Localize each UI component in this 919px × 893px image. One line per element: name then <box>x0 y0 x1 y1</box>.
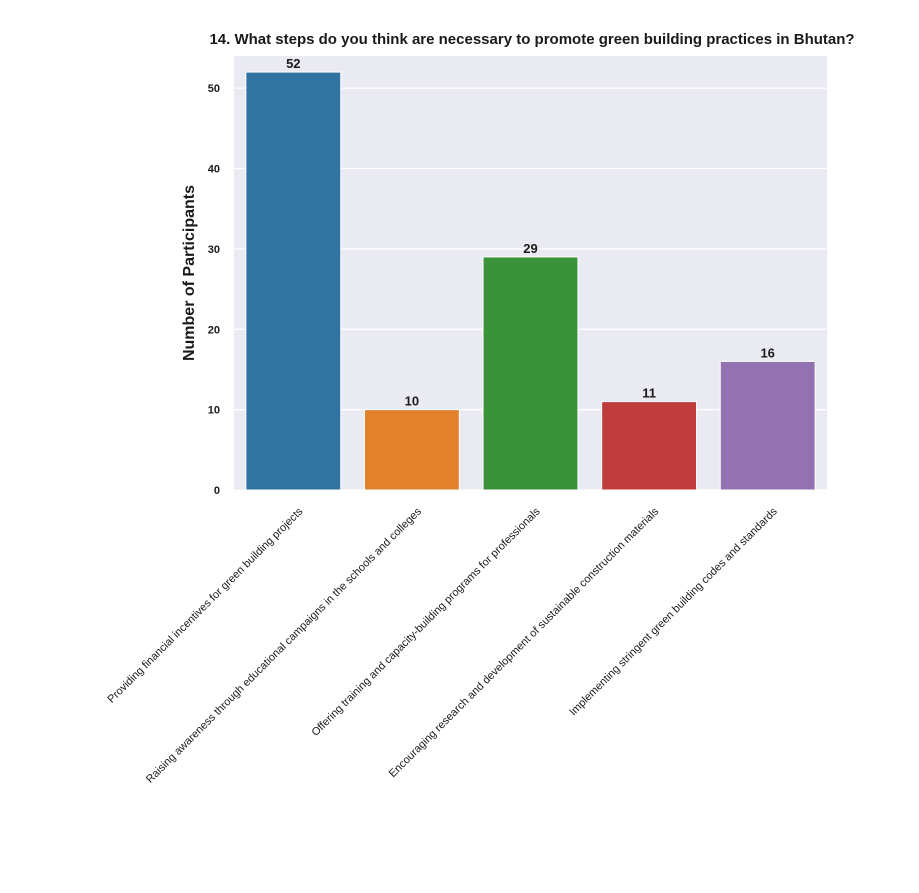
chart-title: 14. What steps do you think are necessar… <box>209 31 854 48</box>
y-tick-label: 0 <box>214 485 220 497</box>
y-tick-label: 20 <box>208 324 220 336</box>
bar <box>601 401 698 491</box>
data-label: 52 <box>286 56 300 71</box>
y-tick-label: 30 <box>208 244 220 256</box>
x-tick-label: Encouraging research and development of … <box>387 505 662 780</box>
bar <box>245 71 342 491</box>
x-axis-ticks: Providing financial incentives for green… <box>105 505 780 785</box>
y-axis-ticks: 0 10 20 30 40 50 <box>208 83 220 497</box>
data-label: 11 <box>642 386 656 401</box>
bar <box>719 360 816 491</box>
bars: 52 10 29 11 16 <box>245 56 816 491</box>
x-tick-label: Raising awareness through educational ca… <box>144 505 424 785</box>
y-tick-label: 50 <box>208 83 220 95</box>
data-label: 10 <box>405 394 419 409</box>
y-tick-label: 40 <box>208 164 220 176</box>
data-label: 29 <box>523 241 537 256</box>
x-tick-label: Providing financial incentives for green… <box>105 505 305 705</box>
y-tick-label: 10 <box>208 405 220 417</box>
bar <box>363 409 460 491</box>
bar <box>482 256 579 491</box>
x-tick-label: Implementing stringent green building co… <box>567 505 780 718</box>
data-label: 16 <box>760 345 774 360</box>
x-tick-label: Offering training and capacity-building … <box>309 505 543 739</box>
y-axis-label: Number of Participants <box>181 185 198 361</box>
